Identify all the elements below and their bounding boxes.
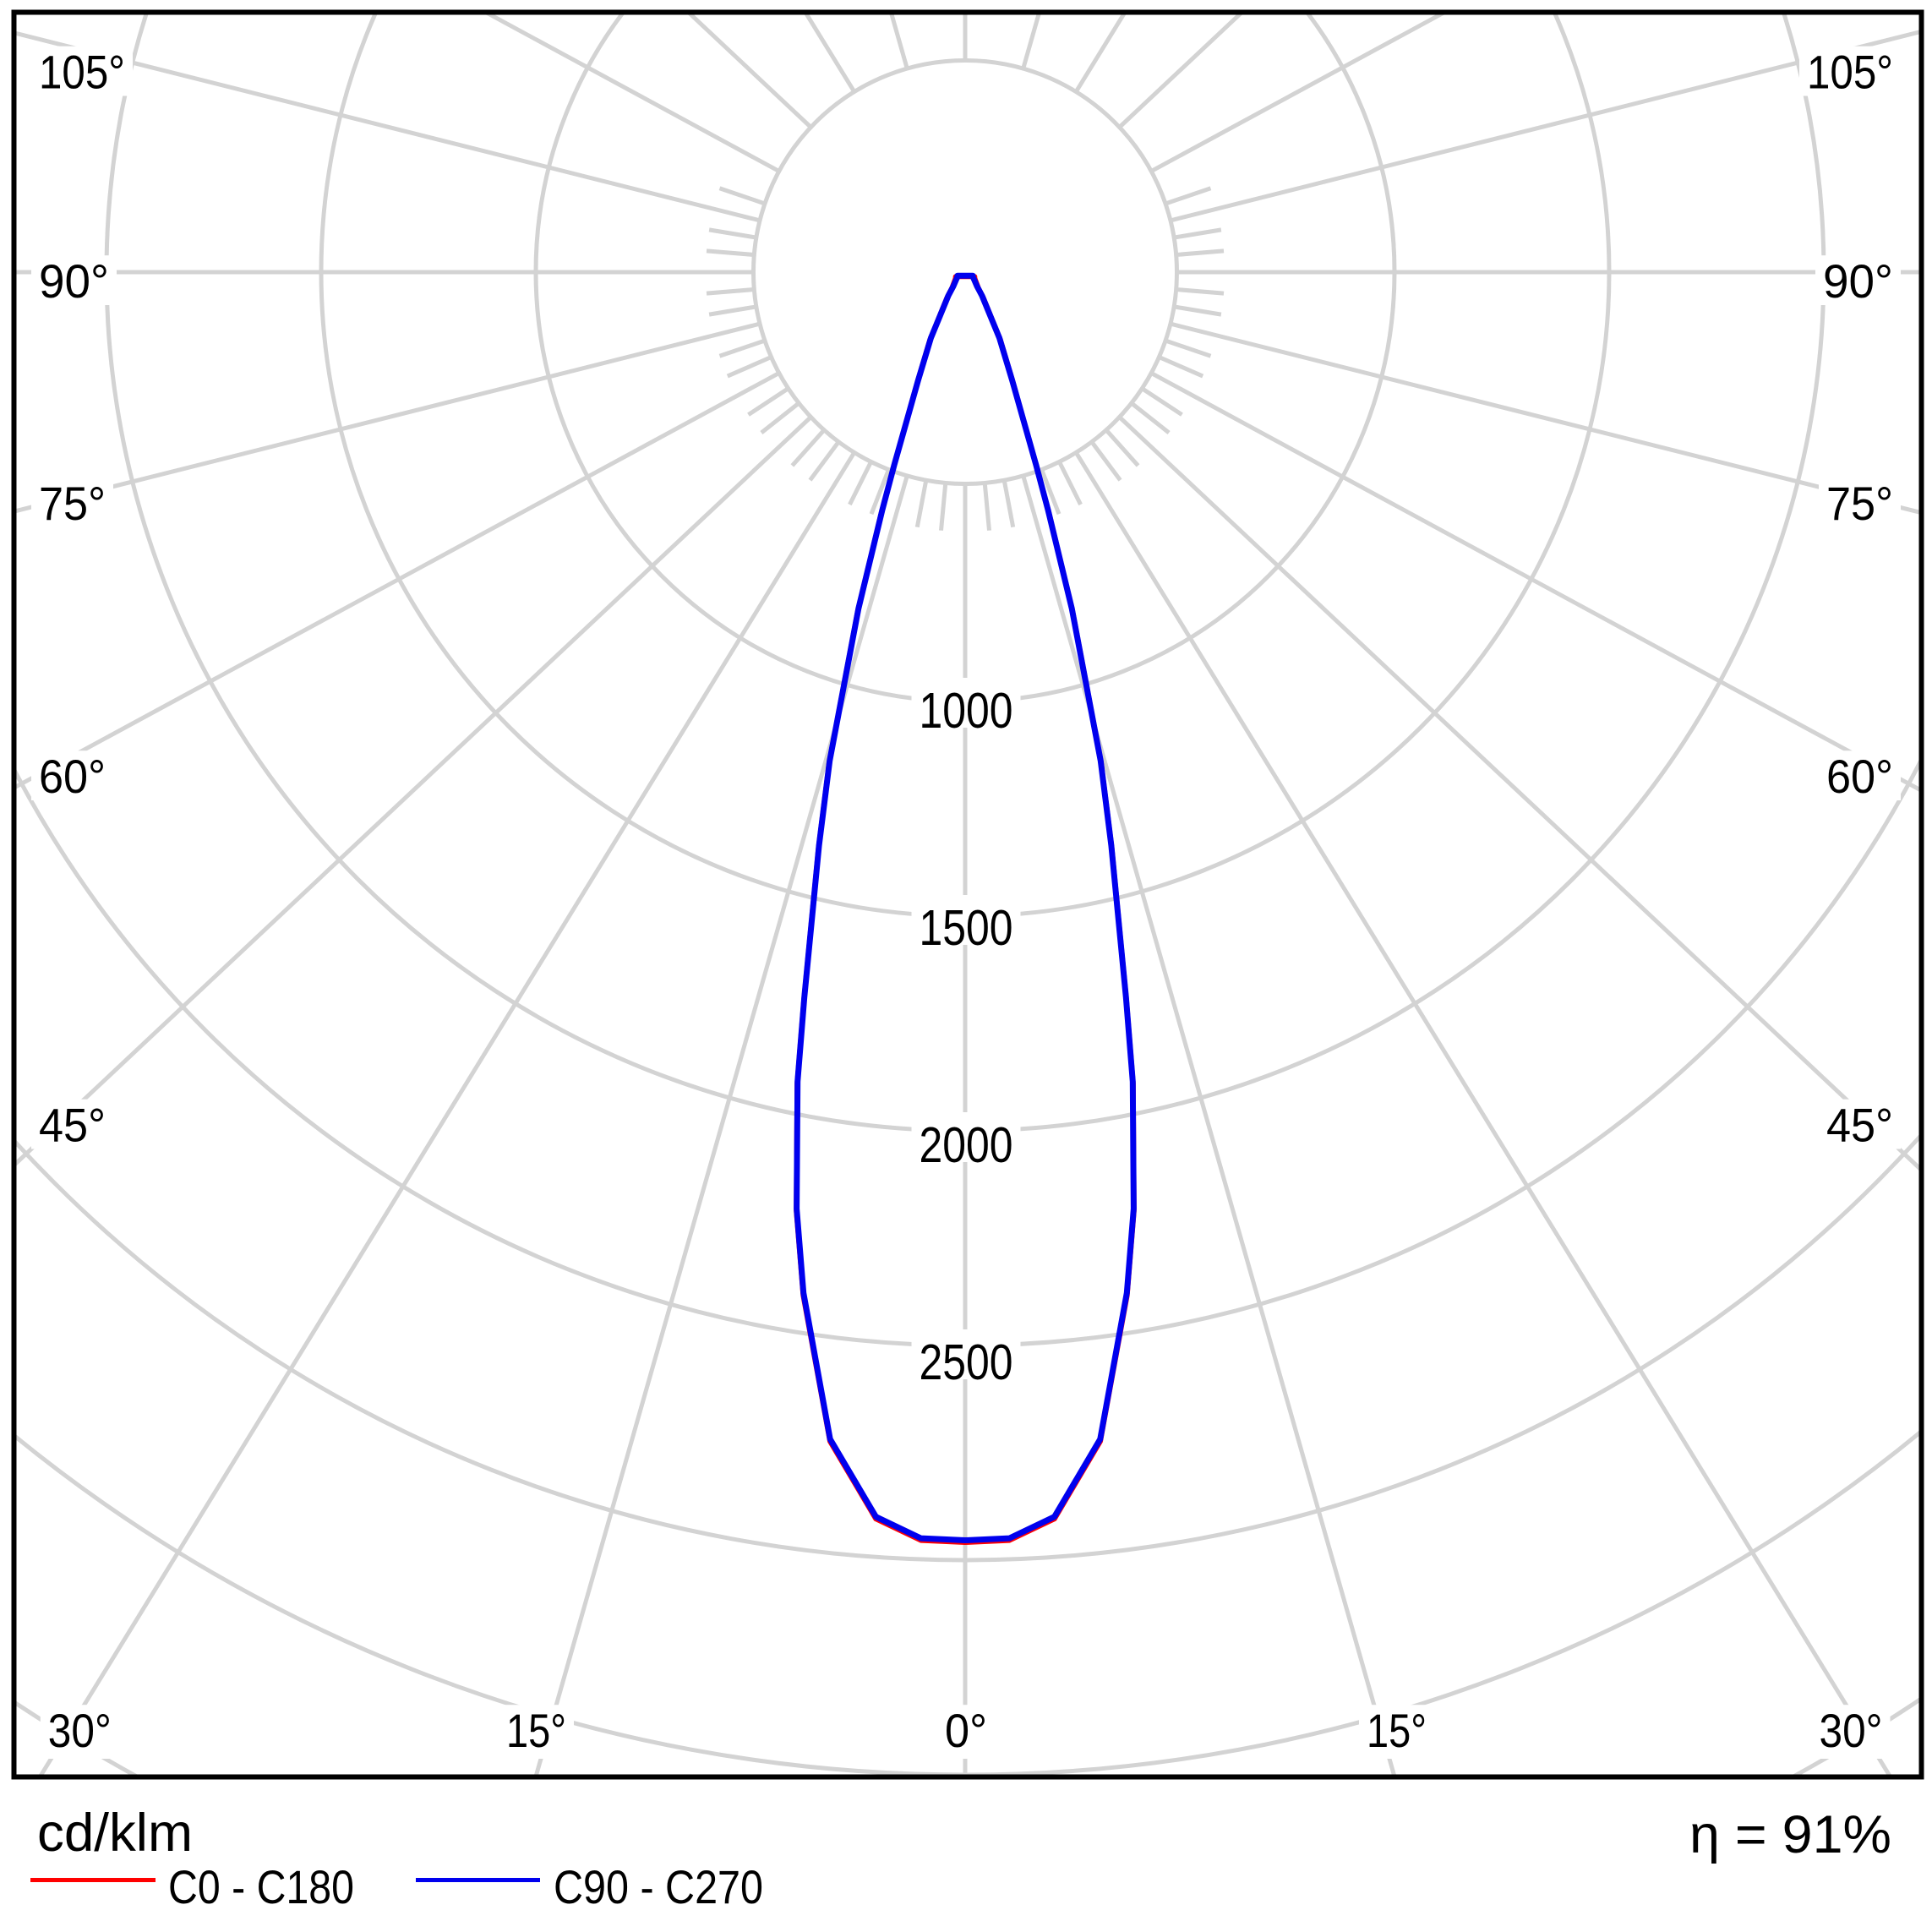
svg-text:C90 - C270: C90 - C270 bbox=[554, 1860, 763, 1913]
svg-text:30°: 30° bbox=[48, 1704, 112, 1757]
svg-text:2000: 2000 bbox=[920, 1117, 1013, 1173]
svg-text:15°: 15° bbox=[1367, 1704, 1427, 1757]
svg-text:90°: 90° bbox=[1823, 254, 1893, 308]
svg-text:15°: 15° bbox=[506, 1704, 566, 1757]
svg-text:75°: 75° bbox=[39, 477, 106, 530]
svg-text:0°: 0° bbox=[945, 1704, 987, 1757]
svg-text:η = 91%: η = 91% bbox=[1689, 1805, 1891, 1864]
svg-text:60°: 60° bbox=[39, 750, 106, 803]
svg-text:45°: 45° bbox=[1826, 1099, 1893, 1152]
svg-text:1000: 1000 bbox=[920, 683, 1013, 739]
svg-text:1500: 1500 bbox=[920, 900, 1013, 956]
svg-text:90°: 90° bbox=[39, 254, 109, 308]
svg-text:30°: 30° bbox=[1820, 1704, 1883, 1757]
svg-text:75°: 75° bbox=[1826, 477, 1893, 530]
svg-text:60°: 60° bbox=[1826, 750, 1893, 803]
svg-text:cd/klm: cd/klm bbox=[37, 1804, 193, 1863]
svg-text:C0 - C180: C0 - C180 bbox=[168, 1860, 354, 1913]
svg-text:105°: 105° bbox=[39, 46, 125, 99]
svg-text:2500: 2500 bbox=[920, 1334, 1013, 1390]
svg-text:105°: 105° bbox=[1807, 46, 1893, 99]
svg-text:45°: 45° bbox=[39, 1099, 106, 1152]
